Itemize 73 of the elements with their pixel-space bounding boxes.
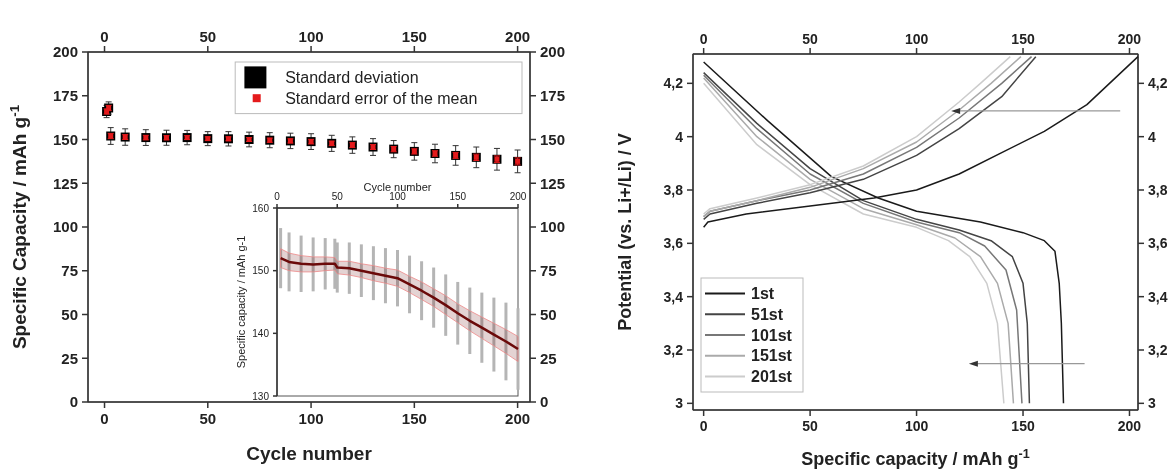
- y2-tick-label: 75: [540, 262, 557, 279]
- y2-tick-label: 3,8: [1148, 181, 1168, 198]
- x2-tick-label: 50: [199, 410, 217, 427]
- y2-tick-label: 125: [540, 174, 566, 192]
- x-tick-label: 200: [509, 191, 527, 202]
- x-tick-label: 0: [274, 191, 281, 202]
- y-tick-label: 160: [252, 202, 270, 214]
- legend-label: 101st: [751, 326, 793, 344]
- y-tick-label: 4: [675, 128, 684, 145]
- y2-tick-label: 4: [1148, 128, 1156, 145]
- x-axis-title: Cycle number: [246, 443, 373, 464]
- legend-label: 201st: [751, 368, 793, 386]
- x-tick-label: 150: [401, 28, 427, 45]
- x2-tick-label: 100: [904, 418, 929, 435]
- y2-tick-label: 3: [1148, 395, 1156, 412]
- x-tick-label: 50: [331, 191, 344, 202]
- y-tick-label: 3,8: [663, 181, 684, 198]
- y-tick-label: 140: [252, 327, 270, 339]
- x-tick-label: 200: [505, 28, 531, 45]
- x2-tick-label: 200: [505, 410, 531, 427]
- x2-tick-label: 0: [699, 418, 708, 435]
- y2-tick-label: 0: [540, 393, 549, 411]
- x-tick-label: 50: [199, 28, 217, 45]
- x2-tick-label: 50: [802, 418, 819, 435]
- x2-tick-label: 0: [100, 410, 109, 427]
- y2-tick-label: 150: [540, 130, 566, 148]
- y2-tick-label: 25: [540, 349, 557, 367]
- y2-tick-label: 3,6: [1148, 235, 1168, 252]
- x-axis-title: Cycle number: [363, 181, 432, 193]
- y-tick-label: 3: [675, 395, 684, 412]
- x-tick-label: 50: [802, 31, 819, 47]
- x-tick-label: 100: [298, 28, 324, 45]
- y-tick-label: 4,2: [663, 75, 684, 92]
- y-tick-label: 175: [52, 87, 78, 104]
- y-tick-label: 3,4: [663, 288, 684, 305]
- y-tick-label: 100: [52, 218, 78, 236]
- y-tick-label: 25: [61, 349, 78, 367]
- x-axis-title: Specific capacity / mAh g$^{-1}$: [801, 447, 1030, 469]
- y-tick-label: 200: [52, 43, 78, 61]
- legend-label: 151st: [751, 347, 793, 365]
- x2-tick-label: 150: [401, 410, 427, 427]
- y2-tick-label: 100: [540, 218, 566, 236]
- y-tick-label: 125: [52, 174, 78, 192]
- x-tick-label: 150: [1011, 31, 1035, 47]
- x2-tick-label: 150: [1011, 418, 1035, 435]
- y-tick-label: 130: [252, 390, 270, 402]
- y-tick-label: 3,2: [663, 341, 684, 358]
- x-tick-label: 0: [699, 31, 708, 47]
- legend-label: 1st: [751, 285, 775, 302]
- x-tick-label: 100: [389, 191, 407, 202]
- y-tick-label: 75: [61, 262, 78, 279]
- y-tick-label: 0: [69, 393, 78, 411]
- x-tick-label: 150: [449, 191, 467, 202]
- x-tick-label: 200: [1117, 31, 1142, 47]
- y-tick-label: 150: [52, 130, 78, 148]
- x2-tick-label: 200: [1117, 418, 1142, 435]
- legend-label: Standard deviation: [285, 69, 419, 86]
- y2-tick-label: 200: [540, 43, 566, 61]
- x-tick-label: 0: [100, 28, 109, 45]
- y2-tick-label: 175: [540, 87, 566, 104]
- x-tick-label: 100: [904, 31, 929, 47]
- y-tick-label: 50: [61, 305, 78, 323]
- y-axis-title: Specific capacity / mAh g-1: [235, 235, 247, 369]
- legend-label: 51st: [751, 305, 784, 323]
- legend-label: Standard error of the mean: [285, 89, 478, 107]
- y2-tick-label: 3,4: [1148, 288, 1168, 305]
- y-tick-label: 3,6: [663, 235, 684, 252]
- y2-tick-label: 50: [540, 305, 557, 323]
- x2-tick-label: 100: [298, 410, 324, 427]
- y2-tick-label: 3,2: [1148, 341, 1168, 358]
- y2-tick-label: 4,2: [1148, 75, 1168, 92]
- y-axis-title: Potential (vs. Li+/Li) / V: [615, 133, 635, 331]
- y-tick-label: 150: [252, 265, 270, 277]
